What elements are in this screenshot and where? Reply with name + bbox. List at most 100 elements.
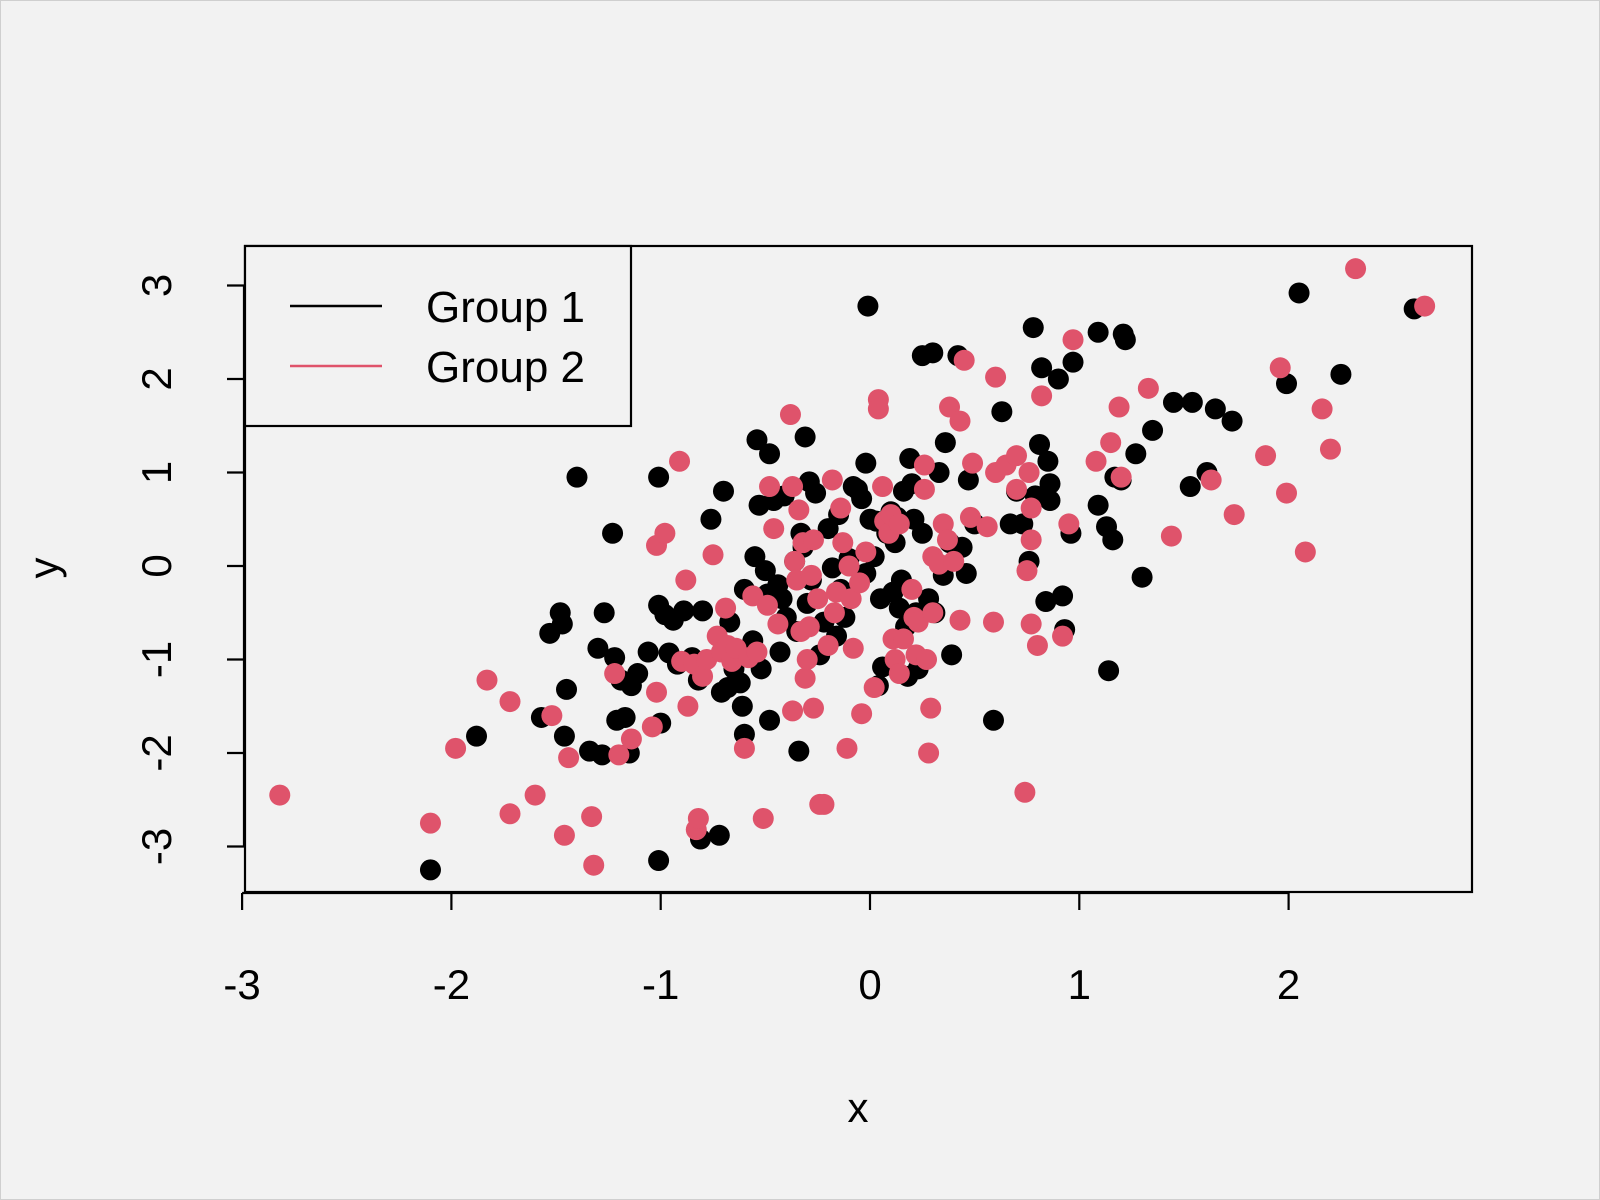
data-point-group-2 [782,700,804,722]
data-point-group-1 [1330,363,1352,385]
data-point-group-2 [949,410,971,432]
data-point-group-1 [821,557,843,579]
data-point-group-1 [1204,398,1226,420]
data-point-group-1 [673,600,695,622]
data-point-group-2 [1108,396,1130,418]
data-point-group-1 [941,644,963,666]
data-point-group-2 [759,476,781,498]
data-point-group-2 [1020,613,1042,635]
data-point-group-2 [1414,295,1436,317]
data-point-group-2 [553,824,575,846]
data-point-group-2 [746,641,768,663]
data-point-group-1 [566,466,588,488]
data-point-group-2 [901,578,923,600]
data-point-group-2 [888,663,910,685]
data-point-group-1 [648,850,670,872]
data-point-group-1 [805,482,827,504]
data-point-group-1 [922,342,944,364]
data-point-group-2 [702,544,724,566]
data-point-group-1 [648,466,670,488]
data-point-group-2 [756,594,778,616]
data-point-group-2 [959,506,981,528]
data-point-group-2 [794,667,816,689]
data-point-group-2 [752,807,774,829]
data-point-group-1 [1029,433,1051,455]
data-point-group-1 [934,432,956,454]
data-point-group-2 [583,854,605,876]
data-point-group-1 [692,600,714,622]
data-point-group-2 [1200,469,1222,491]
data-point-group-1 [1288,282,1310,304]
data-point-group-1 [731,695,753,717]
data-point-group-1 [1125,443,1147,465]
data-point-group-2 [524,784,546,806]
data-point-group-1 [1179,476,1201,498]
data-point-group-2 [445,737,467,759]
y-tick-label: 1 [133,461,180,484]
x-tick-label: -3 [223,961,260,1008]
data-point-group-1 [759,443,781,465]
data-point-group-2 [982,611,1004,633]
legend-label-group-1: Group 1 [426,283,585,332]
data-point-group-1 [1087,494,1109,516]
data-point-group-2 [920,697,942,719]
data-point-group-2 [953,349,975,371]
legend-box [243,244,633,428]
data-point-group-2 [687,807,709,829]
data-point-group-2 [821,469,843,491]
data-point-group-1 [587,637,609,659]
data-point-group-2 [840,588,862,610]
data-point-group-2 [1031,385,1053,407]
data-point-group-2 [1016,560,1038,582]
data-point-group-1 [1039,490,1061,512]
data-point-group-1 [1037,450,1059,472]
data-point-group-1 [712,480,734,502]
data-point-group-1 [466,725,488,747]
data-point-group-2 [779,404,801,426]
data-point-group-1 [1162,391,1184,413]
x-axis-title: x [848,1084,869,1131]
data-point-group-2 [830,497,852,519]
data-point-group-2 [1311,398,1333,420]
y-tick-label: -1 [133,641,180,678]
data-point-group-2 [796,649,818,670]
data-point-group-1 [759,709,781,731]
data-point-group-2 [802,529,824,551]
data-point-group-1 [593,602,615,624]
data-point-group-2 [608,744,630,766]
data-point-group-2 [1319,438,1341,460]
data-point-group-2 [1020,497,1042,519]
data-point-group-2 [842,637,864,659]
data-point-group-1 [1102,529,1124,551]
data-point-group-1 [553,725,575,747]
data-point-group-1 [1022,317,1044,339]
data-point-group-2 [654,522,676,544]
data-point-group-2 [1255,445,1277,467]
data-point-group-2 [782,476,804,498]
data-point-group-2 [1026,634,1048,656]
x-tick-label: 2 [1277,961,1300,1008]
data-point-group-2 [499,803,521,825]
y-tick-label: -2 [133,734,180,771]
data-point-group-1 [627,663,649,685]
y-tick-label: 2 [133,367,180,390]
data-point-group-2 [1058,513,1080,535]
data-point-group-2 [763,518,785,540]
data-point-group-1 [1087,321,1109,343]
data-point-group-1 [857,295,879,317]
data-point-group-1 [788,740,810,762]
data-point-group-1 [1039,473,1061,495]
data-point-group-2 [733,737,755,759]
data-point-group-2 [1018,462,1040,483]
data-point-group-2 [872,476,894,498]
data-point-group-2 [976,516,998,538]
data-point-group-2 [1294,541,1316,563]
data-point-group-2 [784,550,806,572]
y-axis: -3 -2 -1 0 1 2 3 [133,274,246,865]
data-point-group-1 [1012,513,1034,535]
data-point-group-2 [817,634,839,656]
data-points [269,258,1436,881]
data-point-group-1 [602,522,624,544]
data-point-group-2 [985,366,1007,388]
